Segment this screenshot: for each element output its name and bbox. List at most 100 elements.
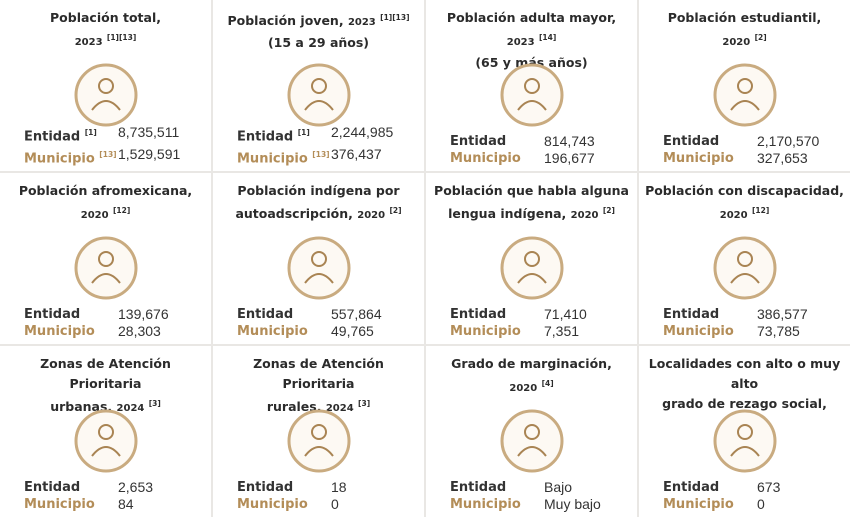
indicator-card: Zonas de Atención Prioritaria rurales, 20… bbox=[213, 346, 424, 517]
row-label: Municipio bbox=[663, 323, 757, 340]
row-value: 28,303 bbox=[118, 323, 161, 339]
label-text: Municipio bbox=[24, 324, 95, 339]
indicator-card: Localidades con alto o muy alto grado de … bbox=[639, 346, 850, 517]
title-text: autoadscripción, bbox=[235, 206, 353, 222]
year: 2020 bbox=[722, 37, 751, 49]
row-label: Municipio bbox=[237, 496, 331, 513]
row-value: 0 bbox=[331, 496, 339, 512]
row-label: Entidad bbox=[450, 479, 544, 496]
label-text: Municipio bbox=[450, 151, 521, 166]
values: Entidad 2,653 Municipio 84 bbox=[24, 479, 201, 513]
label-text: Municipio bbox=[663, 151, 734, 166]
title-text: urbanas, bbox=[50, 399, 113, 415]
label-text: Municipio bbox=[450, 497, 521, 512]
values: Entidad 557,864 Municipio 49,765 bbox=[237, 306, 414, 340]
values: Entidad 71,410 Municipio 7,351 bbox=[450, 306, 627, 340]
value-row: Entidad 2,170,570 bbox=[663, 133, 840, 150]
row-value: Bajo bbox=[544, 479, 573, 495]
label-text: Municipio bbox=[450, 324, 521, 339]
row-value: 2,170,570 bbox=[757, 133, 820, 149]
year: 2020 bbox=[357, 210, 386, 222]
subtitle: (15 a 29 años) bbox=[267, 35, 370, 51]
value-row: Entidad 673 bbox=[663, 479, 840, 496]
row-label: Entidad bbox=[24, 479, 118, 496]
row-label: Municipio bbox=[24, 496, 118, 513]
value-row: Entidad 18 bbox=[237, 479, 414, 496]
row-value: 376,437 bbox=[331, 145, 382, 162]
value-row: Entidad [1] 2,244,985 bbox=[237, 124, 414, 145]
row-value: 196,677 bbox=[544, 150, 595, 166]
card-title: Localidades con alto o muy alto grado de … bbox=[643, 354, 846, 439]
card-title: Zonas de Atención Prioritaria rurales, 20… bbox=[217, 354, 420, 419]
title-text: Población con discapacidad, bbox=[645, 183, 844, 198]
reference: [2] bbox=[389, 206, 402, 215]
year: 2020 bbox=[719, 210, 748, 222]
row-value: 2,244,985 bbox=[331, 124, 394, 141]
icon bbox=[74, 236, 137, 300]
icon bbox=[74, 63, 137, 127]
row-label: Entidad [1] bbox=[24, 124, 118, 145]
year: 2024 bbox=[325, 403, 354, 415]
reference: [12] bbox=[751, 206, 770, 215]
row-label: Entidad bbox=[663, 479, 757, 496]
icon bbox=[713, 236, 776, 300]
row-value: 49,765 bbox=[331, 323, 374, 339]
row-label: Municipio bbox=[24, 323, 118, 340]
title-line: Localidades con alto o muy alto bbox=[643, 354, 846, 394]
row-value: 7,351 bbox=[544, 323, 580, 339]
title-line: Zonas de Atención Prioritaria bbox=[4, 354, 207, 394]
label-text: Entidad bbox=[237, 480, 294, 495]
title-text: Población estudiantil, bbox=[667, 10, 822, 25]
value-row: Municipio 196,677 bbox=[450, 150, 627, 167]
reference: [1] bbox=[84, 128, 97, 138]
value-row: Municipio 0 bbox=[663, 496, 840, 513]
value-row: Municipio 0 bbox=[237, 496, 414, 513]
value-row: Entidad 386,577 bbox=[663, 306, 840, 323]
row-label: Entidad bbox=[24, 306, 118, 323]
year: 2020 bbox=[80, 210, 109, 222]
icon bbox=[713, 63, 776, 127]
value-row: Entidad 139,676 bbox=[24, 306, 201, 323]
label-text: Municipio bbox=[237, 151, 308, 166]
values: Entidad [1] 8,735,511 Municipio [13] 1,529,… bbox=[24, 124, 201, 167]
title-text: lengua indígena, bbox=[448, 206, 567, 222]
row-label: Entidad bbox=[237, 479, 331, 496]
reference: [13] bbox=[99, 149, 117, 159]
icon bbox=[287, 409, 350, 473]
icon bbox=[287, 236, 350, 300]
reference: [1][13] bbox=[380, 13, 410, 22]
value-row: Entidad [1] 8,735,511 bbox=[24, 124, 201, 145]
label-text: Entidad bbox=[450, 307, 507, 322]
card-title: Población adulta mayor, 2023 [14] (65 y má… bbox=[430, 8, 633, 73]
row-value: 8,735,511 bbox=[118, 124, 180, 141]
indicator-card: Población estudiantil, 2020 [2] Entidad 2,1… bbox=[639, 0, 850, 171]
title-line: Población estudiantil, bbox=[643, 8, 846, 28]
indicator-card: Población con discapacidad, 2020 [12] Enti… bbox=[639, 173, 850, 344]
indicator-card: Población que habla alguna lengua indígen… bbox=[426, 173, 637, 344]
title-line: Población joven, 2023 [1][13] bbox=[217, 8, 420, 33]
title-line: Población afromexicana, bbox=[4, 181, 207, 201]
reference: [1][13] bbox=[106, 33, 137, 42]
value-row: Municipio Muy bajo bbox=[450, 496, 627, 513]
value-row: Municipio [13] 376,437 bbox=[237, 146, 414, 167]
row-value: 2,653 bbox=[118, 479, 154, 495]
title-line: Zonas de Atención Prioritaria bbox=[217, 354, 420, 394]
reference: [13] bbox=[312, 149, 330, 159]
label-text: Entidad bbox=[24, 129, 81, 145]
year-line: 2020 [12] bbox=[643, 201, 846, 226]
row-label: Municipio [13] bbox=[24, 146, 118, 167]
values: Entidad Bajo Municipio Muy bajo bbox=[450, 479, 627, 513]
label-text: Entidad bbox=[663, 307, 720, 322]
label-text: Municipio bbox=[237, 497, 308, 512]
title-text: Grado de marginación, bbox=[451, 356, 612, 371]
row-value: 73,785 bbox=[757, 323, 800, 339]
row-value: 1,529,591 bbox=[118, 145, 181, 162]
indicator-card: Población indígena por autoadscripción, 2… bbox=[213, 173, 424, 344]
year-line: 2020 [4] bbox=[430, 374, 633, 399]
value-row: Municipio 28,303 bbox=[24, 323, 201, 340]
reference: [14] bbox=[538, 33, 557, 42]
reference: [12] bbox=[112, 206, 131, 215]
value-row: Entidad 557,864 bbox=[237, 306, 414, 323]
value-row: Municipio 49,765 bbox=[237, 323, 414, 340]
reference: [4] bbox=[541, 379, 554, 388]
